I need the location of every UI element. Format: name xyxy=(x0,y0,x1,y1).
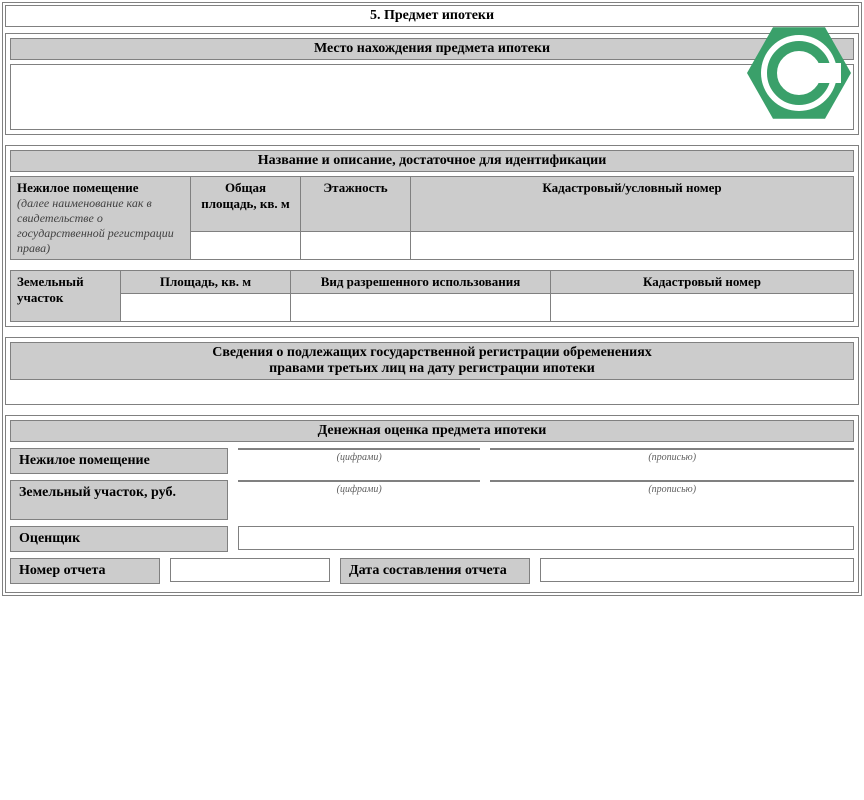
land-col-area: Площадь, кв. м xyxy=(121,271,291,294)
valuation-land-row: Земельный участок, руб. (цифрами) (пропи… xyxy=(10,480,854,520)
valuation-header: Денежная оценка предмета ипотеки xyxy=(10,420,854,442)
identification-header: Название и описание, достаточное для иде… xyxy=(10,150,854,172)
land-table: Земельный участок Площадь, кв. м Вид раз… xyxy=(10,270,854,322)
caption-words: (прописью) xyxy=(648,452,696,463)
valuation-land-words[interactable] xyxy=(490,480,854,482)
valuation-block: Денежная оценка предмета ипотеки Нежилое… xyxy=(5,415,859,593)
caption-words-2: (прописью) xyxy=(648,484,696,495)
land-col-use: Вид разрешенного использования xyxy=(291,271,551,294)
report-date-value[interactable] xyxy=(540,558,854,582)
report-date-label: Дата составления отчета xyxy=(340,558,530,584)
premises-row-label: Нежилое помещение (далее наименование ка… xyxy=(11,177,191,260)
valuation-premises-label: Нежилое помещение xyxy=(10,448,228,474)
valuation-premises-words[interactable] xyxy=(490,448,854,450)
location-header: Место нахождения предмета ипотеки xyxy=(10,38,854,60)
premises-area-value[interactable] xyxy=(191,232,301,260)
premises-cadastral-value[interactable] xyxy=(411,232,854,260)
land-row-label: Земельный участок xyxy=(11,271,121,322)
land-col-cadastral: Кадастровый номер xyxy=(551,271,854,294)
appraiser-value[interactable] xyxy=(238,526,854,550)
valuation-premises-row: Нежилое помещение (цифрами) (прописью) xyxy=(10,448,854,474)
section-title: 5. Предмет ипотеки xyxy=(5,5,859,27)
premises-col-cadastral: Кадастровый/условный номер xyxy=(411,177,854,232)
appraiser-row: Оценщик xyxy=(10,526,854,552)
valuation-premises-digits[interactable] xyxy=(238,448,480,450)
encumbrance-block: Сведения о подлежащих государственной ре… xyxy=(5,337,859,405)
encumbrance-header: Сведения о подлежащих государственной ре… xyxy=(10,342,854,380)
premises-col-area: Общая площадь, кв. м xyxy=(191,177,301,232)
report-row: Номер отчета Дата составления отчета xyxy=(10,558,854,584)
report-no-label: Номер отчета xyxy=(10,558,160,584)
report-no-value[interactable] xyxy=(170,558,330,582)
identification-block: Название и описание, достаточное для иде… xyxy=(5,145,859,327)
valuation-land-digits[interactable] xyxy=(238,480,480,482)
location-value[interactable] xyxy=(10,64,854,130)
caption-digits-2: (цифрами) xyxy=(337,484,382,495)
document-page: 5. Предмет ипотеки Место нахождения пред… xyxy=(2,2,862,596)
company-logo xyxy=(747,21,851,125)
land-cadastral-value[interactable] xyxy=(551,294,854,322)
caption-digits: (цифрами) xyxy=(337,452,382,463)
location-block: Место нахождения предмета ипотеки xyxy=(5,33,859,135)
premises-floors-value[interactable] xyxy=(301,232,411,260)
valuation-land-label: Земельный участок, руб. xyxy=(10,480,228,520)
appraiser-label: Оценщик xyxy=(10,526,228,552)
land-use-value[interactable] xyxy=(291,294,551,322)
land-area-value[interactable] xyxy=(121,294,291,322)
premises-table: Нежилое помещение (далее наименование ка… xyxy=(10,176,854,260)
premises-col-floors: Этажность xyxy=(301,177,411,232)
